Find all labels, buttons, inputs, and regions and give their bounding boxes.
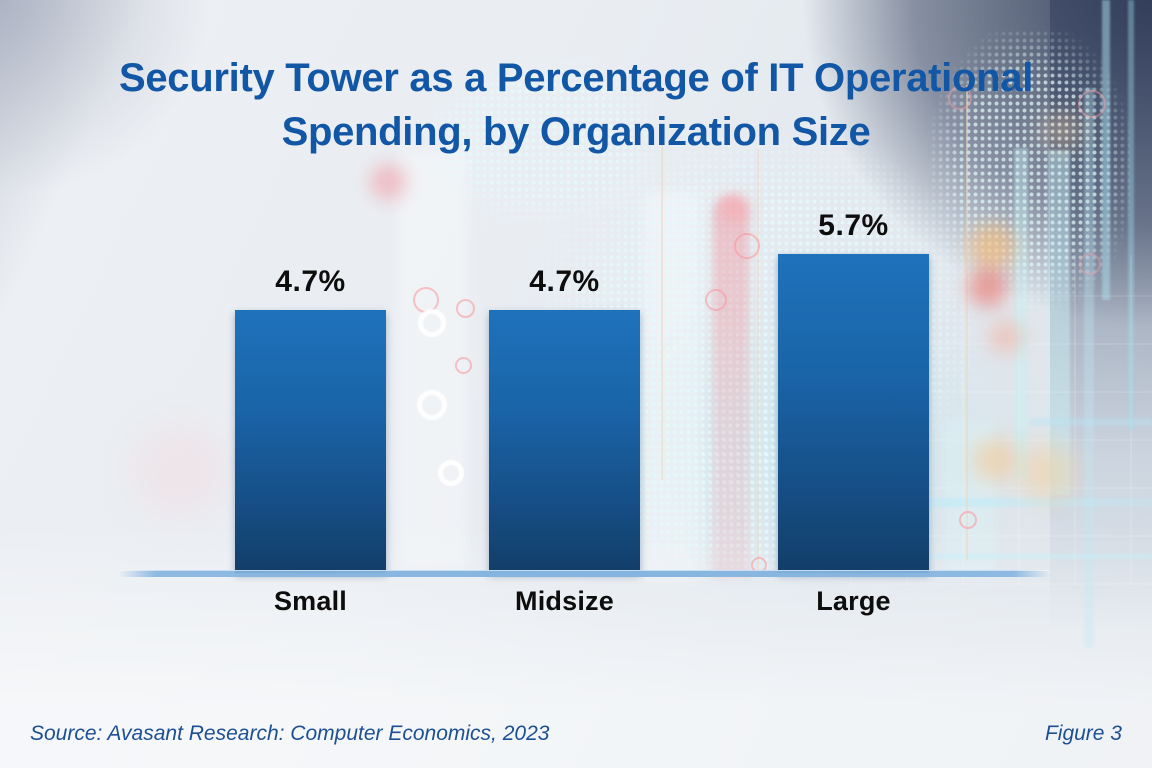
- background-bokeh: [989, 320, 1023, 354]
- background-pink-bar: [713, 196, 749, 578]
- background-glass-pillar: [1014, 148, 1028, 478]
- figure-label: Figure 3: [1044, 722, 1122, 745]
- background-light-streak: [1030, 418, 1152, 426]
- background-ring: [734, 233, 760, 259]
- bar-large: [778, 254, 929, 573]
- x-axis-baseline: [118, 570, 1050, 577]
- background-white-donut: [438, 460, 464, 486]
- background-bokeh: [973, 438, 1017, 482]
- background-ring: [456, 299, 475, 318]
- background-bokeh: [370, 164, 406, 200]
- background-bokeh: [969, 224, 1015, 270]
- background-bokeh: [1020, 444, 1076, 500]
- background-glass-panel: [398, 150, 468, 570]
- background-ring: [959, 511, 977, 529]
- category-label-small: Small: [273, 586, 348, 616]
- background-glass-panel: [642, 190, 702, 580]
- background-ring: [1079, 253, 1101, 275]
- chart-title-line2: Spending, by Organization Size: [281, 109, 871, 154]
- background-ring: [413, 287, 439, 313]
- bar-group-large: 5.7% Large: [778, 209, 929, 616]
- background-white-donut: [417, 390, 447, 420]
- background-light-streak: [900, 554, 1152, 559]
- background-vertical-line: [661, 140, 663, 480]
- value-label-midsize: 4.7%: [529, 265, 600, 298]
- background-glass-pillar: [1048, 150, 1070, 495]
- category-label-midsize: Midsize: [515, 586, 614, 616]
- background-bokeh: [720, 193, 750, 223]
- bar-group-midsize: 4.7% Midsize: [489, 265, 640, 616]
- background-glass-pillar: [944, 420, 996, 578]
- background-bokeh: [968, 267, 1008, 307]
- background-bokeh: [135, 425, 225, 515]
- background-glass-pillar: [1084, 88, 1094, 648]
- chart-title-line1: Security Tower as a Percentage of IT Ope…: [118, 56, 1034, 100]
- background-white-donut: [418, 309, 446, 337]
- category-label-large: Large: [816, 586, 891, 616]
- bar-small: [235, 310, 386, 573]
- background-vertical-line: [757, 150, 759, 570]
- chart-title: Security Tower as a Percentage of IT Ope…: [0, 52, 1152, 159]
- footer: Source: Avasant Research: Computer Econo…: [30, 722, 1122, 746]
- source-text: Source: Avasant Research: Computer Econo…: [30, 722, 550, 745]
- value-label-large: 5.7%: [818, 209, 889, 242]
- bar-group-small: 4.7% Small: [235, 265, 386, 616]
- background-ring: [455, 357, 472, 374]
- background-ring: [705, 289, 727, 311]
- bar-midsize: [489, 310, 640, 573]
- value-label-small: 4.7%: [275, 265, 346, 298]
